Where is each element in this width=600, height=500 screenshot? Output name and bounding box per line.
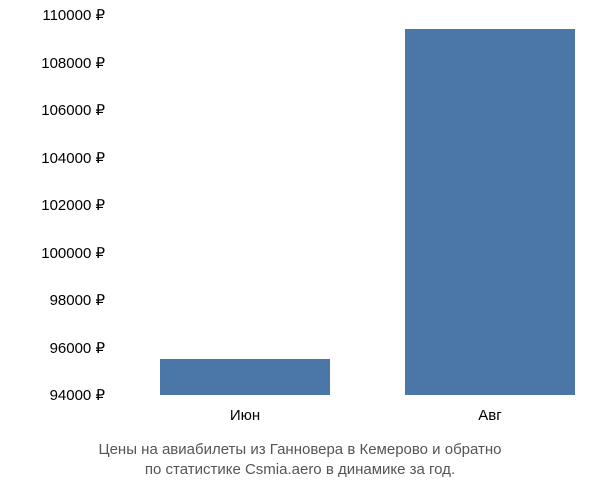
- caption-line-1: Цены на авиабилеты из Ганновера в Кемеро…: [98, 441, 501, 458]
- y-tick-label: 106000 ₽: [41, 101, 105, 119]
- x-tick-label: Июн: [230, 407, 260, 424]
- plot-area: [110, 15, 590, 395]
- y-tick-label: 94000 ₽: [50, 386, 105, 404]
- y-tick-label: 102000 ₽: [41, 196, 105, 214]
- x-tick-label: Авг: [478, 407, 501, 424]
- y-tick-label: 108000 ₽: [41, 54, 105, 72]
- y-tick-label: 110000 ₽: [42, 6, 105, 24]
- chart-caption: Цены на авиабилеты из Ганновера в Кемеро…: [0, 440, 600, 481]
- bar: [160, 359, 330, 395]
- y-tick-label: 96000 ₽: [50, 339, 105, 357]
- price-bar-chart: 94000 ₽ 96000 ₽ 98000 ₽ 100000 ₽ 102000 ₽ 104…: [0, 0, 600, 500]
- caption-line-2: по статистике Csmia.aero в динамике за г…: [145, 461, 455, 478]
- y-tick-label: 98000 ₽: [50, 291, 105, 309]
- bar: [405, 29, 575, 395]
- y-tick-label: 104000 ₽: [41, 149, 105, 167]
- y-tick-label: 100000 ₽: [41, 244, 105, 262]
